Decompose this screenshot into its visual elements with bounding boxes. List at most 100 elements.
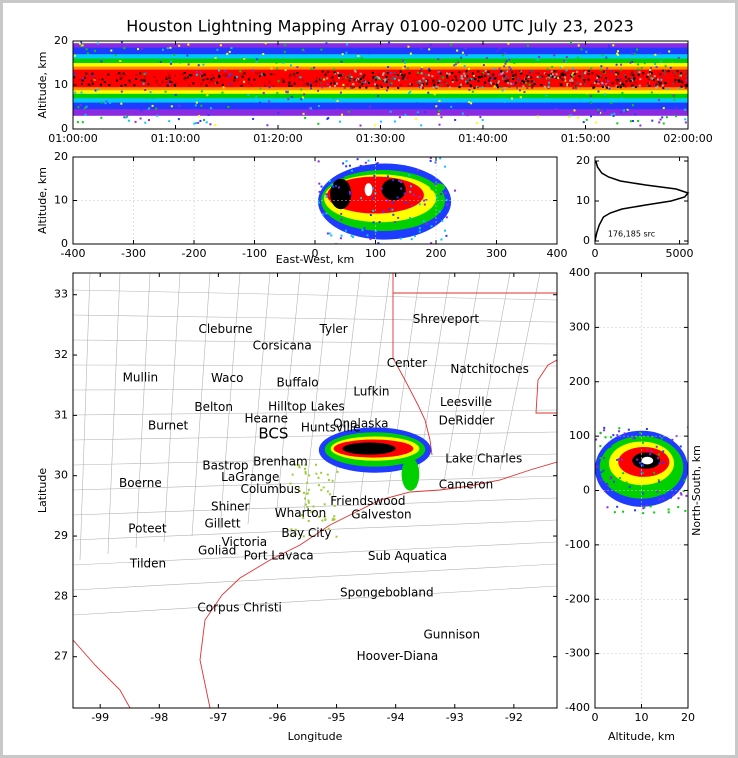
density-speck xyxy=(481,73,484,76)
density-speck xyxy=(394,164,397,167)
density-speck xyxy=(602,79,605,82)
density-speck xyxy=(676,70,679,73)
density-speck xyxy=(195,101,198,104)
density-speck xyxy=(637,73,640,76)
density-speck xyxy=(442,64,445,67)
density-speck xyxy=(606,83,609,86)
density-speck xyxy=(218,74,221,77)
density-speck xyxy=(159,61,162,64)
density-speck xyxy=(144,88,147,91)
density-speck xyxy=(680,74,683,77)
x-tick-label: 5000 xyxy=(666,247,694,260)
density-speck xyxy=(473,86,476,89)
density-speck xyxy=(596,76,599,79)
density-speck xyxy=(536,72,539,75)
density-speck xyxy=(652,79,655,82)
y-tick-label: -200 xyxy=(565,592,590,605)
density-speck xyxy=(308,474,311,477)
density-speck xyxy=(398,116,401,119)
density-speck xyxy=(317,122,320,125)
density-speck xyxy=(547,85,550,88)
density-speck xyxy=(620,68,623,71)
density-speck xyxy=(608,47,611,50)
place-label: Buffalo xyxy=(276,375,318,389)
density-speck xyxy=(124,116,127,119)
density-speck xyxy=(503,65,506,68)
density-speck xyxy=(290,95,293,98)
density-speck xyxy=(87,83,90,86)
density-speck xyxy=(565,69,568,72)
density-speck xyxy=(103,81,106,84)
density-speck xyxy=(224,69,227,72)
density-speck xyxy=(302,49,305,52)
density-speck xyxy=(318,190,321,193)
density-speck xyxy=(631,79,634,82)
density-speck xyxy=(657,98,660,101)
density-speck xyxy=(527,80,530,83)
density-speck xyxy=(512,78,515,81)
density-speck xyxy=(516,86,519,89)
density-speck xyxy=(620,63,623,66)
density-speck xyxy=(184,78,187,81)
density-speck xyxy=(436,78,439,81)
density-speck xyxy=(74,91,77,94)
density-speck xyxy=(155,81,158,84)
place-label: Cleburne xyxy=(198,322,252,336)
density-speck xyxy=(321,70,324,73)
density-speck xyxy=(677,56,680,59)
density-speck xyxy=(272,84,275,87)
density-speck xyxy=(656,85,659,88)
density-speck xyxy=(247,78,250,81)
density-speck xyxy=(613,511,616,514)
density-speck xyxy=(393,72,396,75)
density-speck xyxy=(179,61,182,64)
density-speck xyxy=(481,119,484,122)
density-speck xyxy=(466,80,469,83)
density-speck xyxy=(341,53,344,56)
density-speck xyxy=(616,53,619,56)
density-speck xyxy=(324,73,327,76)
place-label: Bastrop xyxy=(202,459,248,473)
density-speck xyxy=(625,481,628,484)
density-speck xyxy=(373,83,376,86)
place-label: Cameron xyxy=(439,477,493,491)
density-speck xyxy=(633,437,636,440)
density-speck xyxy=(73,76,76,79)
density-speck xyxy=(287,98,290,101)
county-line xyxy=(191,273,211,537)
plot-frame xyxy=(594,156,689,245)
density-speck xyxy=(399,84,402,87)
density-speck xyxy=(369,238,372,241)
annotation: 176,185 src xyxy=(608,230,655,239)
density-speck xyxy=(302,535,305,538)
density-speck xyxy=(397,79,400,82)
density-speck xyxy=(230,47,233,50)
density-speck xyxy=(647,82,650,85)
density-speck xyxy=(169,46,172,49)
density-speck xyxy=(169,74,172,77)
density-speck xyxy=(290,528,293,531)
density-speck xyxy=(400,187,403,190)
density-speck xyxy=(548,76,551,79)
density-speck xyxy=(559,83,562,86)
density-speck xyxy=(659,82,662,85)
density-speck xyxy=(454,118,457,121)
density-speck xyxy=(640,463,643,466)
density-speck xyxy=(177,118,180,121)
density-speck xyxy=(419,47,422,50)
density-speck xyxy=(626,108,629,111)
density-speck xyxy=(400,181,403,184)
density-speck xyxy=(576,70,579,73)
density-speck xyxy=(276,91,279,94)
place-label: Columbus xyxy=(240,482,300,496)
density-speck xyxy=(606,483,609,486)
density-speck xyxy=(566,83,569,86)
density-speck xyxy=(338,120,341,123)
density-speck xyxy=(612,44,615,47)
density-speck xyxy=(398,179,401,182)
density-speck xyxy=(225,74,228,77)
density-speck xyxy=(114,54,117,57)
plot-area xyxy=(73,273,557,708)
density-speck xyxy=(446,203,449,206)
density-speck xyxy=(639,124,642,127)
